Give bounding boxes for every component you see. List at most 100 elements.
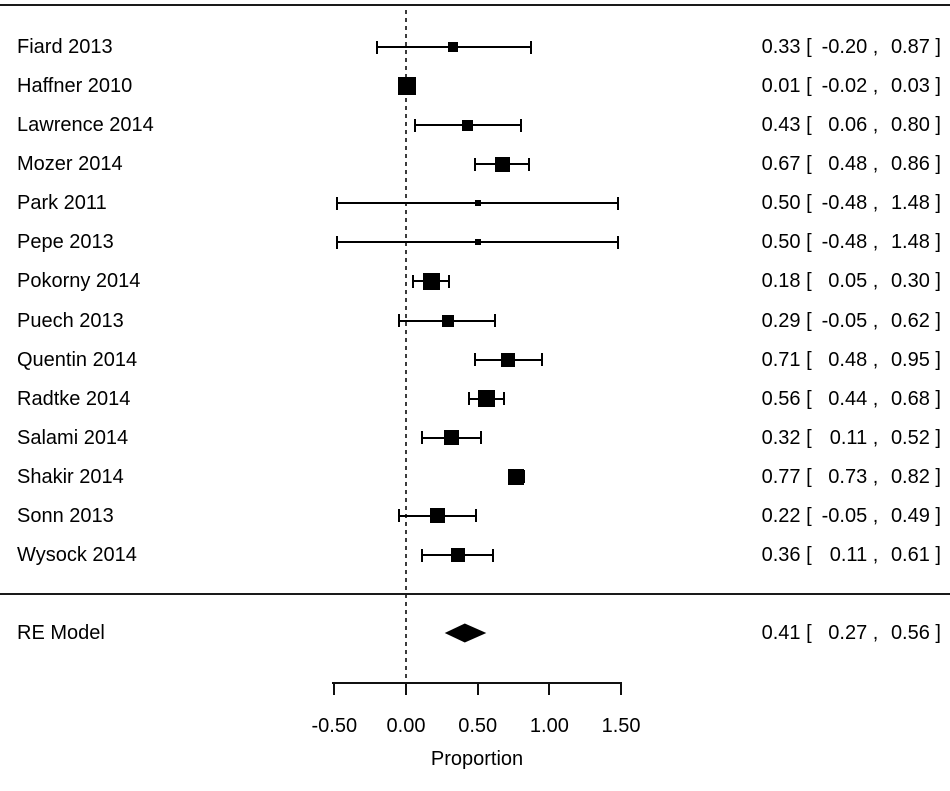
- comma-separator: ,: [867, 270, 884, 293]
- ci-lower-value: 0.73: [828, 465, 868, 488]
- x-axis-title: Proportion: [430, 748, 524, 770]
- estimate-value: 0.32: [761, 426, 801, 449]
- diamond-shape: [444, 623, 487, 643]
- estimate-annotation: 0.36 [ 0.11 , 0.61 ]: [759, 542, 941, 568]
- ci-cap-lower: [397, 314, 400, 328]
- x-axis-tick-label: 1.50: [601, 715, 641, 737]
- estimate-annotation: 0.56 [ 0.44 , 0.68 ]: [759, 386, 941, 412]
- comma-separator: ,: [867, 36, 884, 58]
- x-axis-tick-label: 0.00: [386, 715, 426, 737]
- top-border-line: [0, 4, 950, 6]
- comma-separator: ,: [867, 114, 884, 137]
- ci-lower-value: 0.11: [829, 544, 868, 567]
- ci-cap-upper: [479, 431, 482, 445]
- bracket-open: [: [800, 75, 818, 98]
- ci-cap-lower: [336, 235, 339, 249]
- estimate-annotation: 0.50 [ -0.48 , 1.48 ]: [759, 229, 941, 255]
- ci-lower-value: 0.44: [828, 387, 868, 410]
- bracket-close: ]: [929, 270, 941, 293]
- estimate-square: [441, 314, 454, 327]
- ci-upper-value: 0.62: [890, 309, 930, 332]
- bracket-open: [: [800, 544, 818, 567]
- summary-ci-lower: 0.27: [828, 622, 868, 644]
- bracket-close: ]: [929, 426, 941, 449]
- ci-cap-upper: [529, 40, 532, 54]
- estimate-square: [494, 156, 510, 172]
- study-label: Park 2011: [17, 192, 107, 215]
- estimate-value: 0.01: [761, 75, 801, 98]
- comma-separator: ,: [867, 192, 884, 215]
- ci-lower-value: 0.05: [828, 270, 868, 293]
- ci-lower-value: -0.48: [821, 192, 868, 215]
- bracket-close: ]: [929, 544, 941, 567]
- study-label: Wysock 2014: [17, 544, 137, 567]
- ci-cap-lower: [413, 118, 416, 132]
- study-label: Quentin 2014: [17, 348, 138, 371]
- estimate-annotation: 0.01 [ -0.02 , 0.03 ]: [759, 73, 941, 99]
- bracket-open: [: [800, 114, 818, 137]
- ci-cap-lower: [468, 392, 471, 406]
- ci-cap-upper: [528, 157, 531, 171]
- estimate-value: 0.18: [761, 270, 801, 293]
- estimate-value: 0.43: [761, 114, 801, 137]
- estimate-value: 0.33: [761, 36, 801, 58]
- study-label: Fiard 2013: [17, 36, 113, 58]
- comma-separator: ,: [867, 622, 884, 644]
- ci-cap-lower: [376, 40, 379, 54]
- ci-cap-lower: [473, 353, 476, 367]
- bracket-close: ]: [929, 192, 941, 215]
- study-label: Radtke 2014: [17, 387, 131, 410]
- ci-lower-value: 0.48: [828, 348, 868, 371]
- ci-lower-value: -0.05: [821, 504, 868, 527]
- bracket-close: ]: [929, 387, 941, 410]
- summary-separator-line: [0, 593, 950, 595]
- bracket-close: ]: [929, 75, 941, 98]
- ci-cap-upper: [541, 353, 544, 367]
- ci-cap-lower: [336, 196, 339, 210]
- ci-lower-value: 0.48: [828, 153, 868, 176]
- ci-cap-upper: [519, 118, 522, 132]
- ci-cap-lower: [420, 431, 423, 445]
- ci-cap-upper: [617, 235, 620, 249]
- estimate-annotation: 0.18 [ 0.05 , 0.30 ]: [759, 268, 941, 294]
- ci-upper-value: 0.80: [890, 114, 930, 137]
- estimate-square: [474, 239, 481, 246]
- x-axis-tick-label: -0.50: [311, 715, 358, 737]
- estimate-square: [500, 352, 515, 367]
- estimate-annotation: 0.22 [ -0.05 , 0.49 ]: [759, 503, 941, 529]
- ci-lower-value: -0.20: [821, 36, 868, 58]
- estimate-value: 0.36: [761, 544, 801, 567]
- ci-lower-value: 0.11: [829, 426, 868, 449]
- bracket-close: ]: [929, 231, 941, 254]
- estimate-annotation: 0.32 [ 0.11 , 0.52 ]: [759, 425, 941, 451]
- bracket-open: [: [800, 231, 818, 254]
- bracket-open: [: [800, 426, 818, 449]
- ci-upper-value: 0.49: [890, 504, 930, 527]
- study-label: Sonn 2013: [17, 504, 114, 527]
- estimate-annotation: 0.50 [ -0.48 , 1.48 ]: [759, 190, 941, 216]
- study-label: Shakir 2014: [17, 465, 124, 488]
- ci-cap-upper: [493, 314, 496, 328]
- estimate-square: [423, 272, 441, 290]
- bracket-close: ]: [929, 622, 941, 644]
- bracket-close: ]: [929, 153, 941, 176]
- estimate-square: [474, 200, 481, 207]
- estimate-square: [444, 430, 460, 446]
- bracket-open: [: [800, 270, 818, 293]
- estimate-square: [448, 42, 459, 52]
- summary-label: RE Model: [17, 622, 105, 644]
- estimate-value: 0.50: [761, 192, 801, 215]
- ci-upper-value: 0.03: [890, 75, 930, 98]
- ci-cap-lower: [397, 509, 400, 523]
- comma-separator: ,: [867, 387, 884, 410]
- bracket-close: ]: [929, 114, 941, 137]
- bracket-close: ]: [929, 309, 941, 332]
- estimate-value: 0.56: [761, 387, 801, 410]
- study-label: Salami 2014: [17, 426, 129, 449]
- bracket-open: [: [800, 348, 818, 371]
- ci-upper-value: 1.48: [890, 231, 930, 254]
- x-axis-tick-label: 1.00: [529, 715, 569, 737]
- ci-cap-lower: [473, 157, 476, 171]
- estimate-square: [398, 77, 417, 96]
